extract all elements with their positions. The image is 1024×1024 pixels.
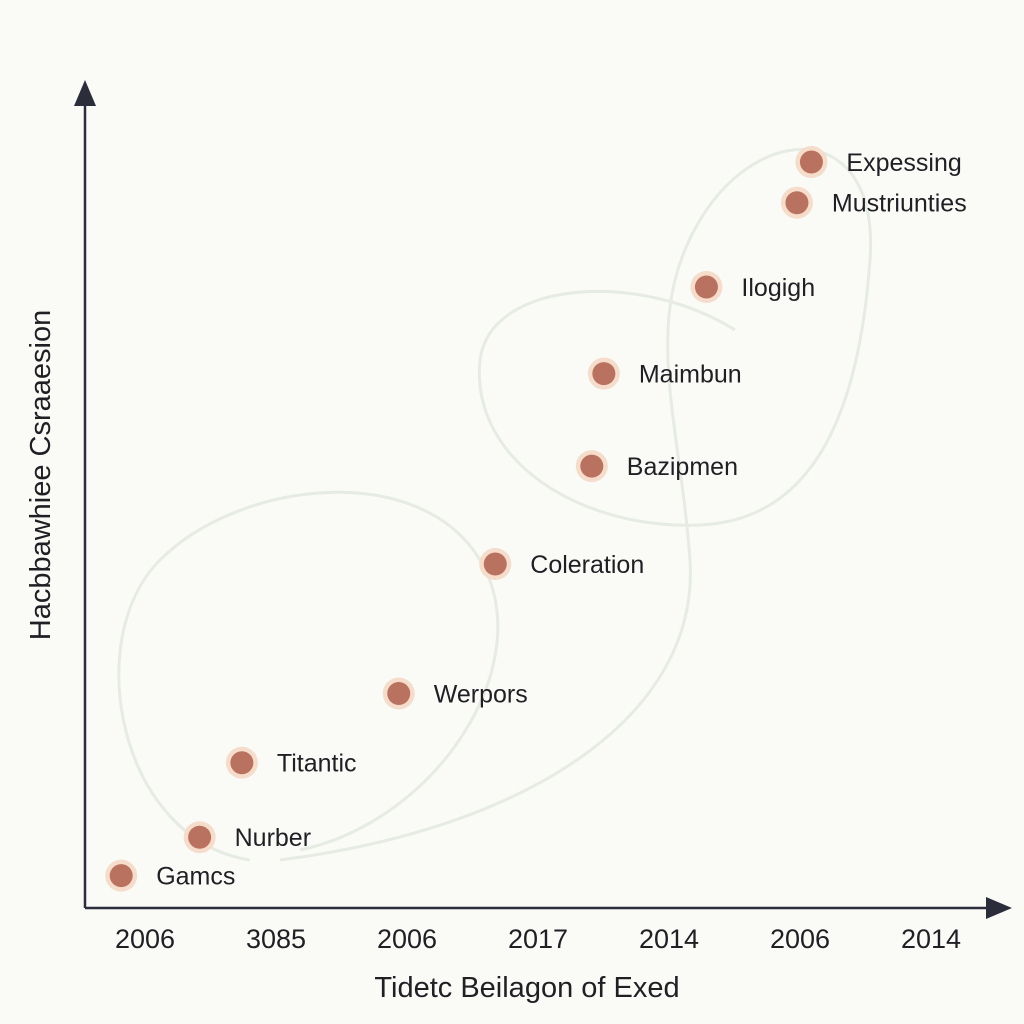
y-axis-arrow xyxy=(74,80,96,106)
data-point: Coleration xyxy=(479,548,644,581)
data-point-label: Coleration xyxy=(530,551,644,579)
data-point-label: Bazipmen xyxy=(627,453,738,481)
data-point-marker xyxy=(387,681,411,705)
x-tick-labels: 2006 3085 2006 2017 2014 2006 2014 xyxy=(115,924,961,954)
data-point-marker xyxy=(188,825,212,849)
data-point-label: Nurber xyxy=(235,824,311,852)
x-axis xyxy=(85,897,1012,919)
data-point-marker xyxy=(799,150,823,174)
data-point: Mustriunties xyxy=(780,186,967,219)
data-point-marker xyxy=(230,751,254,775)
data-point-label: Gamcs xyxy=(156,863,235,891)
data-point-label: Titantic xyxy=(277,750,357,778)
data-point-marker xyxy=(580,454,604,478)
data-point-label: Maimbun xyxy=(639,361,742,389)
x-axis-title: Tidetc Beilagon of Exed xyxy=(374,972,679,1004)
data-point: Gamcs xyxy=(105,859,235,892)
data-point: Expessing xyxy=(795,146,962,179)
data-point-marker xyxy=(694,275,718,299)
data-point: Ilogigh xyxy=(690,271,815,303)
data-point-marker xyxy=(592,362,616,386)
x-tick-label: 3085 xyxy=(246,924,306,954)
x-tick-label: 2006 xyxy=(770,924,830,954)
data-point: Maimbun xyxy=(587,357,742,390)
x-tick-label: 2014 xyxy=(639,924,699,954)
x-tick-label: 2017 xyxy=(508,924,568,954)
data-point-label: Mustriunties xyxy=(832,190,967,218)
background-swirls xyxy=(117,147,873,862)
data-point: Werpors xyxy=(382,677,528,710)
data-point-label: Werpors xyxy=(434,680,528,708)
data-point-marker xyxy=(109,864,133,888)
data-point-label: Ilogigh xyxy=(741,274,815,302)
data-point-label: Expessing xyxy=(846,149,961,177)
data-point: Nurber xyxy=(183,821,311,854)
data-point: Titantic xyxy=(225,746,357,779)
data-point-marker xyxy=(483,552,507,576)
x-tick-label: 2014 xyxy=(901,924,961,954)
y-axis xyxy=(74,80,96,908)
x-tick-label: 2006 xyxy=(115,924,175,954)
x-axis-arrow xyxy=(986,897,1012,919)
x-tick-label: 2006 xyxy=(377,924,437,954)
data-point-marker xyxy=(785,191,809,215)
data-point: Bazipmen xyxy=(575,450,738,483)
y-axis-title: Hacbbawhiee Csraaesion xyxy=(25,310,57,640)
